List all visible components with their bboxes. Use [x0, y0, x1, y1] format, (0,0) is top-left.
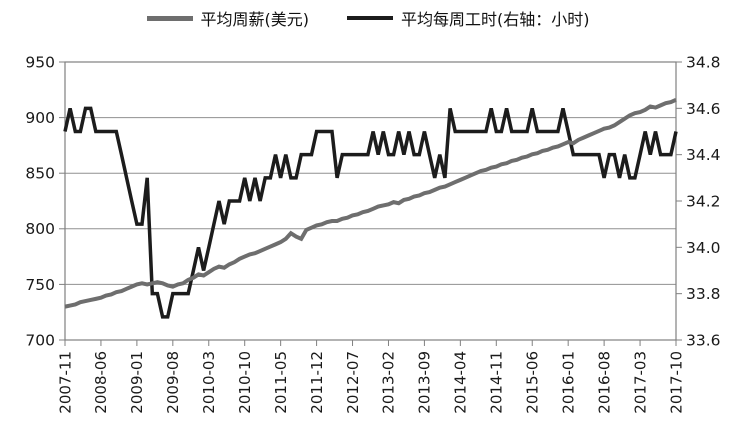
svg-text:2015-06: 2015-06 — [523, 351, 541, 414]
svg-text:2010-10: 2010-10 — [236, 351, 254, 414]
legend-label-weekly-pay: 平均周薪(美元) — [200, 10, 310, 29]
svg-text:950: 950 — [25, 53, 55, 71]
svg-text:34.0: 34.0 — [686, 239, 721, 257]
svg-text:2013-09: 2013-09 — [416, 351, 434, 414]
series-weekly-hours — [63, 106, 678, 319]
legend: 平均周薪(美元) 平均每周工时(右轴：小时) — [0, 5, 736, 31]
svg-text:2007-11: 2007-11 — [56, 351, 74, 414]
svg-text:2013-02: 2013-02 — [380, 351, 398, 414]
svg-text:850: 850 — [25, 165, 55, 183]
svg-text:2009-08: 2009-08 — [164, 351, 182, 414]
legend-label-weekly-hours: 平均每周工时(右轴：小时) — [401, 10, 590, 29]
svg-text:33.8: 33.8 — [686, 285, 721, 303]
svg-text:2014-04: 2014-04 — [452, 351, 470, 414]
series-weekly-pay — [64, 97, 677, 309]
svg-text:900: 900 — [25, 109, 55, 127]
legend-item-weekly-pay: 平均周薪(美元) — [146, 6, 310, 30]
svg-text:750: 750 — [25, 276, 55, 294]
black-line-swatch — [347, 16, 393, 20]
svg-text:2016-01: 2016-01 — [559, 351, 577, 414]
legend-item-weekly-hours: 平均每周工时(右轴：小时) — [347, 6, 590, 30]
svg-text:34.4: 34.4 — [686, 146, 721, 164]
svg-text:2017-03: 2017-03 — [631, 351, 649, 414]
svg-text:2008-06: 2008-06 — [92, 351, 110, 414]
gray-line-swatch — [146, 15, 193, 21]
svg-text:34.8: 34.8 — [686, 53, 721, 71]
svg-text:700: 700 — [25, 331, 55, 349]
svg-text:800: 800 — [25, 220, 55, 238]
svg-text:34.6: 34.6 — [686, 100, 721, 118]
svg-text:2017-10: 2017-10 — [667, 351, 685, 414]
svg-text:2012-07: 2012-07 — [344, 351, 362, 414]
svg-text:2009-01: 2009-01 — [128, 351, 146, 414]
svg-text:34.2: 34.2 — [686, 192, 721, 210]
svg-text:2011-05: 2011-05 — [272, 351, 290, 414]
svg-text:2014-11: 2014-11 — [488, 351, 506, 414]
svg-text:33.6: 33.6 — [686, 331, 721, 349]
svg-text:2010-03: 2010-03 — [200, 351, 218, 414]
svg-text:2011-12: 2011-12 — [308, 351, 326, 414]
svg-text:2016-08: 2016-08 — [595, 351, 613, 414]
